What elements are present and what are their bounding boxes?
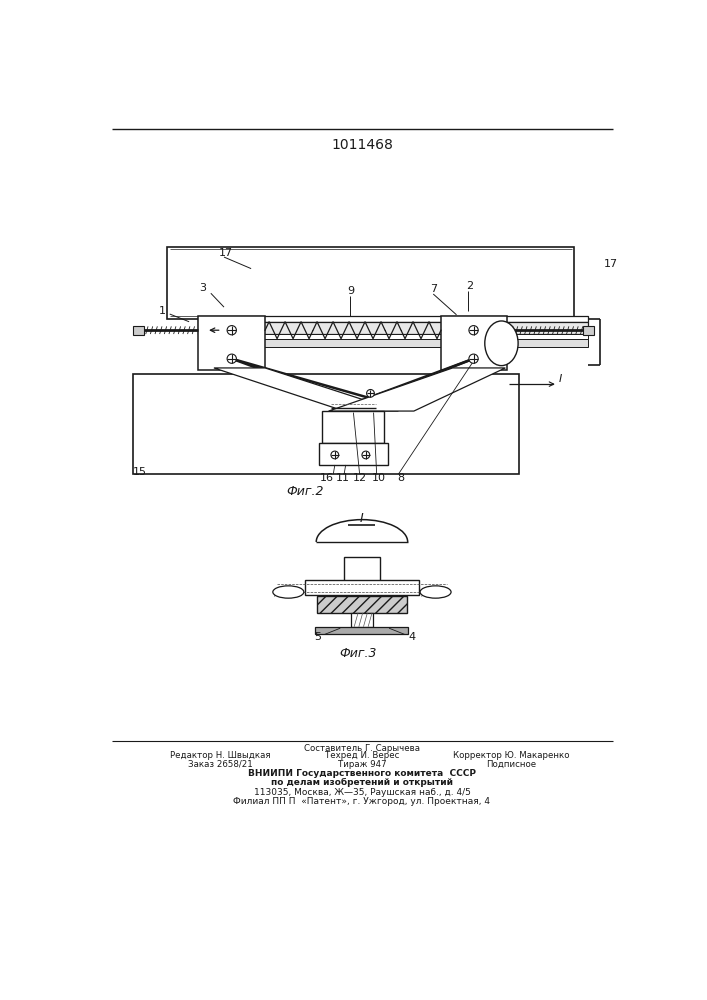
Text: по делам изобретений и открытий: по делам изобретений и открытий xyxy=(271,778,453,787)
Bar xyxy=(132,326,144,335)
Text: Фиг.2: Фиг.2 xyxy=(286,485,324,498)
Text: Заказ 2658/21: Заказ 2658/21 xyxy=(188,760,252,769)
Circle shape xyxy=(367,389,374,397)
Text: 17: 17 xyxy=(218,248,233,258)
Text: 113035, Москва, Ж—35, Раушская наб., д. 4/5: 113035, Москва, Ж—35, Раушская наб., д. … xyxy=(254,788,470,797)
Text: 16: 16 xyxy=(320,473,334,483)
Text: 17: 17 xyxy=(604,259,618,269)
Text: Редактор Н. Швыдкая: Редактор Н. Швыдкая xyxy=(170,751,270,760)
Circle shape xyxy=(331,451,339,459)
Text: Корректор Ю. Макаренко: Корректор Ю. Макаренко xyxy=(452,751,569,760)
Bar xyxy=(317,596,407,613)
Ellipse shape xyxy=(273,586,304,598)
Text: 5: 5 xyxy=(315,632,321,642)
Polygon shape xyxy=(214,368,398,411)
Text: 15: 15 xyxy=(134,467,147,477)
Circle shape xyxy=(469,326,478,335)
Bar xyxy=(199,334,588,339)
Ellipse shape xyxy=(420,586,451,598)
Text: Фиг.3: Фиг.3 xyxy=(339,647,377,660)
Text: Подписное: Подписное xyxy=(486,760,536,769)
Bar xyxy=(322,411,385,443)
Bar xyxy=(315,627,409,634)
Bar xyxy=(319,443,388,465)
Text: 7: 7 xyxy=(430,284,437,294)
Bar xyxy=(199,339,588,347)
Text: 1: 1 xyxy=(158,306,165,316)
Text: 4: 4 xyxy=(409,632,416,642)
Text: 9: 9 xyxy=(346,286,354,296)
Text: I: I xyxy=(360,512,364,525)
Bar xyxy=(441,316,507,370)
Circle shape xyxy=(362,451,370,459)
Text: 1011468: 1011468 xyxy=(331,138,393,152)
Text: Тираж 947: Тираж 947 xyxy=(338,760,386,769)
Circle shape xyxy=(227,326,236,335)
Circle shape xyxy=(227,354,236,363)
Text: ВНИИПИ Государственного комитета  СССР: ВНИИПИ Государственного комитета СССР xyxy=(248,769,476,778)
Text: 11: 11 xyxy=(336,473,349,483)
Bar xyxy=(305,580,419,595)
Bar xyxy=(199,316,588,322)
Bar xyxy=(344,557,380,582)
Text: Техред И. Верес: Техред И. Верес xyxy=(325,751,399,760)
Bar xyxy=(199,316,265,370)
Circle shape xyxy=(469,354,478,363)
Text: 3: 3 xyxy=(199,283,206,293)
Text: I: I xyxy=(559,374,562,384)
Text: 2: 2 xyxy=(466,281,473,291)
Text: Составитель Г. Сарычева: Составитель Г. Сарычева xyxy=(304,744,420,753)
Text: Филиал ПП П  «Патент», г. Ужгород, ул. Проектная, 4: Филиал ПП П «Патент», г. Ужгород, ул. Пр… xyxy=(233,797,491,806)
Bar xyxy=(199,322,588,334)
Polygon shape xyxy=(329,368,506,411)
Text: 8: 8 xyxy=(397,473,404,483)
Bar xyxy=(132,374,519,474)
Text: 12: 12 xyxy=(353,473,367,483)
Bar xyxy=(168,247,574,319)
Bar xyxy=(583,326,595,335)
Ellipse shape xyxy=(485,321,518,366)
Bar xyxy=(351,613,373,627)
Text: 10: 10 xyxy=(372,473,386,483)
